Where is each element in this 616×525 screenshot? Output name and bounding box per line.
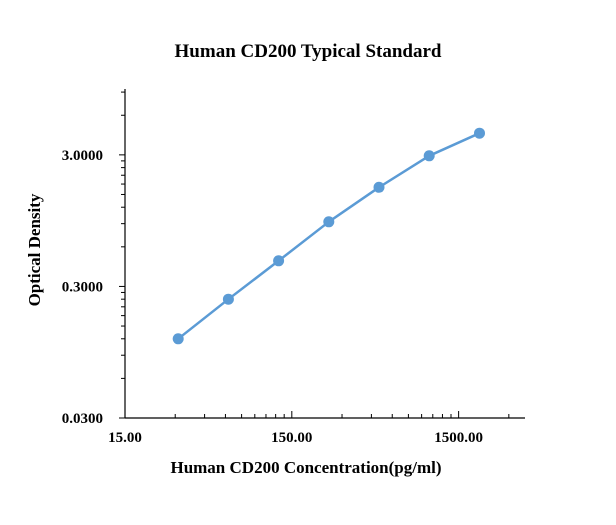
data-markers [172,127,485,345]
x-tick-label: 15.00 [108,430,142,446]
data-point [373,181,385,193]
y-tick-label: 0.3000 [62,279,103,295]
x-tick-label: 150.00 [271,430,312,446]
data-point [474,127,485,139]
tick-labels: 0.0300 0.3000 3.0000 15.00 150.00 1500.00 [62,148,483,446]
x-axis-title: Human CD200 Concentration(pg/ml) [170,458,441,477]
axis-ticks [119,91,510,419]
y-tick-label: 0.0300 [62,411,103,427]
data-point [172,333,184,345]
data-point [273,255,285,267]
data-point [222,293,234,305]
y-tick-label: 3.0000 [62,148,103,164]
data-point [423,150,435,162]
data-point [323,216,335,228]
series-line-standard [177,132,481,340]
y-axis-title: Optical Density [25,193,44,306]
x-tick-label: 1500.00 [434,430,483,446]
chart-title: Human CD200 Typical Standard [175,41,442,62]
plot-area: 0.0300 0.3000 3.0000 15.00 150.00 1500.00 [62,89,525,446]
